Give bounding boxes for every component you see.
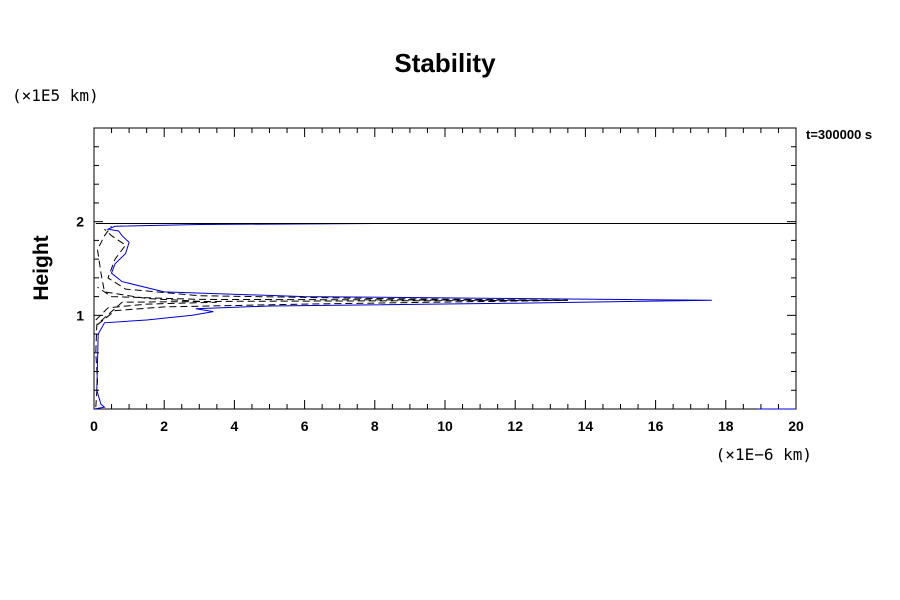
x-tick-label: 0 <box>90 418 98 434</box>
series-group <box>94 223 796 410</box>
series-line-4 <box>95 226 217 321</box>
series-line-3 <box>97 228 568 326</box>
series-line-1 <box>94 223 712 410</box>
y-tick-label: 2 <box>76 214 84 230</box>
x-tick-label: 4 <box>231 418 239 434</box>
x-tick-label: 14 <box>578 418 594 434</box>
y-tick-label: 1 <box>76 307 84 323</box>
y-unit-label: (×1E5 km) <box>12 86 99 105</box>
x-tick-label: 20 <box>788 418 804 434</box>
time-annotation: t=300000 s <box>806 127 872 142</box>
y-axis-label: Height <box>30 235 53 300</box>
chart-title: Stability <box>394 48 496 78</box>
series-line-5 <box>95 286 568 408</box>
x-tick-label: 16 <box>648 418 664 434</box>
x-unit-label: (×1E−6 km) <box>716 445 812 464</box>
x-tick-label: 6 <box>301 418 309 434</box>
x-tick-label: 10 <box>437 418 453 434</box>
x-tick-label: 18 <box>718 418 734 434</box>
x-tick-label: 2 <box>160 418 168 434</box>
x-tick-label: 8 <box>371 418 379 434</box>
plot-frame <box>93 127 797 410</box>
x-tick-label: 12 <box>507 418 523 434</box>
